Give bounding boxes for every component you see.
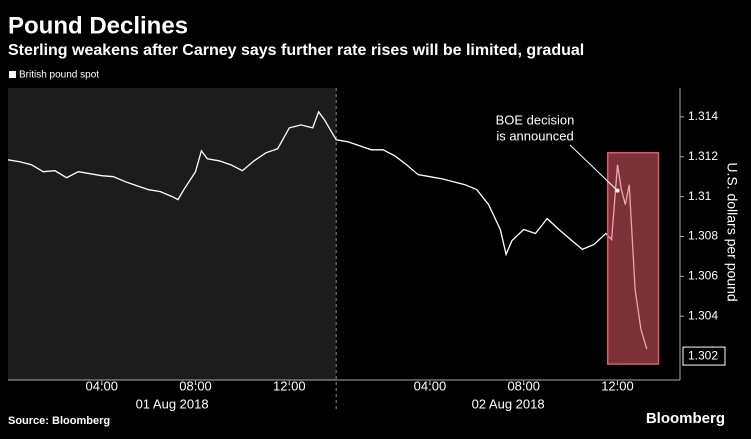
x-tick-label: 08:00 (507, 378, 540, 393)
y-tick-label: 1.306 (688, 269, 718, 283)
legend-swatch (9, 71, 16, 78)
session-shade (8, 88, 337, 380)
last-value-label: 1.302 (688, 348, 718, 362)
y-tick-label: 1.308 (688, 229, 718, 243)
annotation-arrow (569, 144, 618, 192)
y-tick-label: 1.312 (688, 149, 718, 163)
chart-title: Pound Declines (8, 12, 188, 39)
x-tick-label: 08:00 (179, 378, 212, 393)
last-value-box (682, 346, 726, 366)
y-axis-title: U.S. dollars per pound (724, 162, 740, 301)
x-tick-label: 04:00 (414, 378, 447, 393)
highlight-box (606, 152, 660, 365)
annotation-text: BOE decision (496, 112, 575, 127)
x-group-label: 01 Aug 2018 (136, 396, 209, 411)
y-tick-label: 1.31 (688, 189, 712, 203)
legend-label: British pound spot (19, 70, 99, 81)
chart-subtitle: Sterling weakens after Carney says furth… (8, 42, 584, 59)
series-line (7, 110, 648, 350)
y-tick-label: 1.314 (688, 109, 718, 123)
annotation-text: is announced (496, 128, 573, 143)
y-tick-label: 1.304 (688, 308, 718, 322)
annotation-point (615, 188, 620, 193)
source: Source: Bloomberg (8, 415, 110, 427)
x-tick-label: 12:00 (273, 378, 306, 393)
brand: Bloomberg (646, 410, 725, 427)
x-tick-label: 04:00 (85, 378, 118, 393)
x-tick-label: 12:00 (601, 378, 634, 393)
x-group-label: 02 Aug 2018 (472, 396, 545, 411)
